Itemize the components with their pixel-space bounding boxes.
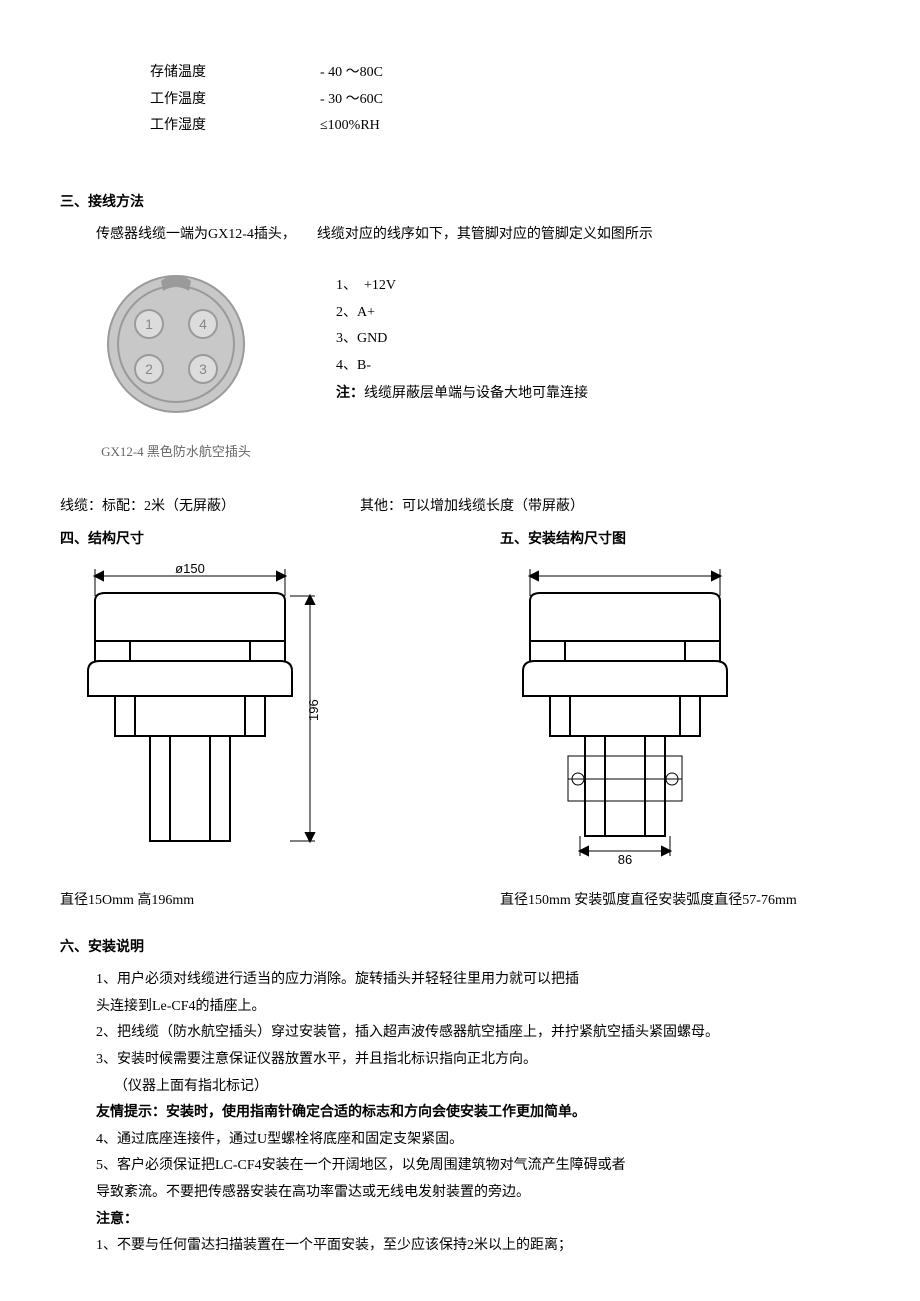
spec-value: - 30 ～60C — [320, 87, 383, 114]
section4-title: 四、结构尺寸 — [60, 527, 500, 554]
install-tip: 友情提示：安装时，使用指南针确定合适的标志和方向会使安装工作更加简单。 — [96, 1100, 860, 1127]
install-drawing-icon: 86 — [500, 561, 760, 871]
install-item: 导致紊流。不要把传感器安装在高功率雷达或无线电发射装置的旁边。 — [96, 1180, 860, 1207]
spec-row: 工作温度 - 30 ～60C — [150, 87, 860, 114]
connector-block: 1 4 2 3 GX12-4 黑色防水航空插头 1、 +12V 2、A+ 3、G… — [60, 269, 860, 464]
section5-title: 五、安装结构尺寸图 — [500, 527, 626, 554]
install-item: 3、安装时候需要注意保证仪器放置水平，并且指北标识指向正北方向。 — [96, 1047, 860, 1074]
spec-label: 存储温度 — [150, 60, 320, 87]
figure-right-caption: 直径150mm 安装弧度直径安装弧度直径57-76mm — [500, 888, 797, 915]
pin-row: 2、A+ — [336, 300, 588, 327]
spec-label: 工作温度 — [150, 87, 320, 114]
install-item: 头连接到Le-CF4的插座上。 — [96, 994, 860, 1021]
spec-value: ≤100%RH — [320, 113, 380, 140]
spec-row: 存储温度 - 40 ～80C — [150, 60, 860, 87]
note-item: 1、不要与任何雷达扫描装置在一个平面安装，至少应该保持2米以上的距离； — [96, 1233, 860, 1260]
install-item: 4、通过底座连接件，通过U型螺栓将底座和固定支架紧固。 — [96, 1127, 860, 1154]
cable-left: 线缆：标配：2米（无屏蔽） — [60, 494, 360, 521]
connector-caption: GX12-4 黑色防水航空插头 — [96, 440, 256, 465]
figures-row: ø150 196 直径15Omm 高196mm — [60, 561, 860, 914]
install-item: 1、用户必须对线缆进行适当的应力消除。旋转插头并轻轻往里用力就可以把插 — [96, 967, 860, 994]
section3-intro: 传感器线缆一端为GX12-4插头， 线缆对应的线序如下，其管脚对应的管脚定义如图… — [96, 222, 860, 249]
pin-row: 3、GND — [336, 326, 588, 353]
svg-text:1: 1 — [145, 316, 153, 332]
section3-title: 三、接线方法 — [60, 190, 860, 217]
figure-structure: ø150 196 直径15Omm 高196mm — [60, 561, 330, 914]
dim-top-label: ø150 — [175, 561, 205, 576]
connector-icon: 1 4 2 3 — [101, 269, 251, 419]
pin-row: 4、B- — [336, 353, 588, 380]
dim-bottom-label: 86 — [618, 852, 632, 867]
connector-figure: 1 4 2 3 GX12-4 黑色防水航空插头 — [96, 269, 256, 464]
install-sub: （仪器上面有指北标记） — [114, 1074, 860, 1101]
spec-table: 存储温度 - 40 ～80C 工作温度 - 30 ～60C 工作湿度 ≤100%… — [150, 60, 860, 140]
spec-label: 工作湿度 — [150, 113, 320, 140]
dual-section-titles: 四、结构尺寸 五、安装结构尺寸图 — [60, 527, 860, 554]
svg-text:3: 3 — [199, 361, 207, 377]
pin-note-body: 线缆屏蔽层单端与设备大地可靠连接 — [364, 386, 588, 401]
svg-text:4: 4 — [199, 316, 207, 332]
section6-title: 六、安装说明 — [60, 935, 860, 962]
note-title: 注意： — [96, 1207, 860, 1234]
spec-row: 工作湿度 ≤100%RH — [150, 113, 860, 140]
pin-row: 1、 +12V — [336, 273, 588, 300]
svg-text:2: 2 — [145, 361, 153, 377]
cable-row: 线缆：标配：2米（无屏蔽） 其他：可以增加线缆长度（带屏蔽） — [60, 494, 860, 521]
install-item: 2、把线缆（防水航空插头）穿过安装管，插入超声波传感器航空插座上，并拧紧航空插头… — [96, 1020, 860, 1047]
pin-note-prefix: 注： — [336, 386, 364, 401]
pin-note: 注：线缆屏蔽层单端与设备大地可靠连接 — [336, 381, 588, 408]
install-list: 1、用户必须对线缆进行适当的应力消除。旋转插头并轻轻往里用力就可以把插 头连接到… — [60, 967, 860, 1260]
structure-drawing-icon: ø150 196 — [60, 561, 330, 871]
install-item: 5、客户必须保证把LC-CF4安装在一个开阔地区，以免周围建筑物对气流产生障碍或… — [96, 1153, 860, 1180]
figure-install: 86 直径150mm 安装弧度直径安装弧度直径57-76mm — [500, 561, 797, 914]
spec-value: - 40 ～80C — [320, 60, 383, 87]
cable-right: 其他：可以增加线缆长度（带屏蔽） — [360, 494, 584, 521]
figure-left-caption: 直径15Omm 高196mm — [60, 888, 330, 915]
dim-side-label: 196 — [306, 700, 321, 722]
pin-list: 1、 +12V 2、A+ 3、GND 4、B- 注：线缆屏蔽层单端与设备大地可靠… — [336, 273, 588, 464]
